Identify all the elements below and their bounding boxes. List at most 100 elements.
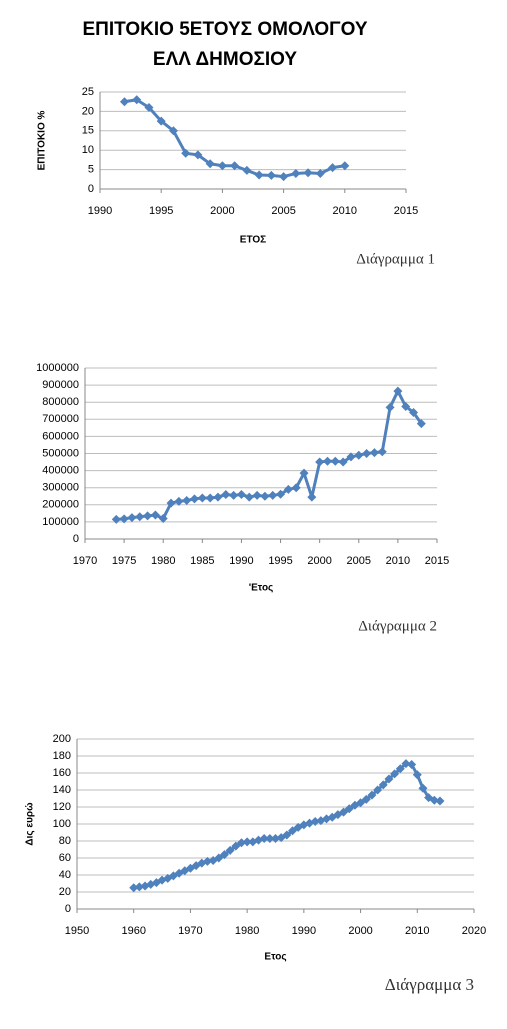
- x-tick-label: 2010: [386, 555, 410, 567]
- data-point: [129, 883, 139, 893]
- caption: Διάγραμμα 2: [358, 618, 437, 634]
- data-point: [268, 490, 278, 500]
- data-point: [181, 148, 191, 158]
- data-point: [168, 126, 178, 136]
- data-point: [346, 452, 356, 462]
- data-point: [174, 496, 184, 506]
- data-point: [288, 826, 298, 836]
- data-point: [143, 511, 153, 521]
- data-point: [259, 833, 269, 843]
- data-point: [283, 484, 293, 494]
- data-point: [390, 769, 400, 779]
- y-tick-label: 120: [53, 801, 71, 813]
- data-point: [166, 498, 176, 508]
- data-point: [190, 494, 200, 504]
- x-tick-label: 2010: [333, 205, 357, 217]
- y-tick-label: 100: [53, 818, 71, 830]
- data-point: [197, 493, 207, 503]
- data-point: [339, 807, 349, 817]
- data-point: [242, 165, 252, 175]
- data-point: [236, 490, 246, 500]
- data-point: [182, 496, 192, 506]
- data-point: [310, 816, 320, 826]
- x-tick-label: 2020: [462, 925, 486, 937]
- y-tick-label: 0: [65, 903, 71, 915]
- data-point: [135, 512, 145, 522]
- data-point: [254, 170, 264, 180]
- data-point: [134, 882, 144, 892]
- data-point: [315, 168, 325, 178]
- y-tick-label: 180: [53, 750, 71, 762]
- data-point: [373, 785, 383, 795]
- caption: Διάγραμμα 1: [356, 251, 435, 267]
- data-point: [418, 783, 428, 793]
- x-tick-label: 1995: [268, 555, 292, 567]
- data-point: [132, 95, 142, 105]
- y-tick-label: 500000: [42, 447, 79, 459]
- chart-title: ΕΛΛ ΔΗΜΟΣΙΟΥ: [153, 49, 298, 70]
- x-tick-label: 1995: [149, 205, 173, 217]
- data-point: [401, 401, 411, 411]
- data-point: [407, 760, 417, 769]
- y-tick-label: 400000: [42, 465, 79, 477]
- data-point: [158, 513, 168, 523]
- y-tick-label: 700000: [42, 413, 79, 425]
- y-axis-label: ΕΠΙΤΟΚΙΟ %: [37, 110, 48, 170]
- data-point: [291, 168, 301, 178]
- data-point: [282, 830, 292, 840]
- data-point: [266, 170, 276, 180]
- data-point: [221, 490, 231, 500]
- data-point: [219, 850, 229, 860]
- data-point: [150, 510, 160, 520]
- x-axis-label: ΕΤΟΣ: [240, 235, 266, 246]
- data-point: [369, 448, 379, 458]
- data-point: [193, 150, 203, 160]
- data-point: [242, 837, 252, 847]
- data-point: [385, 402, 395, 412]
- data-point: [307, 492, 317, 502]
- x-tick-label: 2000: [210, 205, 234, 217]
- y-tick-label: 20: [59, 886, 71, 898]
- data-point: [213, 492, 223, 502]
- x-tick-label: 1975: [112, 555, 136, 567]
- data-point: [435, 796, 445, 806]
- data-point: [231, 841, 241, 851]
- data-point: [119, 97, 129, 107]
- y-tick-label: 80: [59, 835, 71, 847]
- data-point: [236, 838, 246, 848]
- data-point: [429, 795, 439, 805]
- caption: Διάγραμμα 3: [385, 975, 474, 994]
- data-line: [133, 762, 441, 890]
- y-tick-label: 0: [73, 533, 79, 545]
- y-tick-label: 800000: [42, 396, 79, 408]
- x-tick-label: 2015: [394, 205, 418, 217]
- data-point: [111, 514, 121, 524]
- data-point: [393, 386, 403, 396]
- data-point: [401, 759, 411, 769]
- data-point: [119, 514, 129, 524]
- y-tick-label: 60: [59, 852, 71, 864]
- x-tick-label: 1960: [121, 925, 145, 937]
- y-tick-label: 0: [88, 183, 94, 195]
- x-axis-label: Ετος: [264, 952, 286, 963]
- data-point: [395, 764, 405, 774]
- data-point: [378, 780, 388, 790]
- x-tick-label: 2010: [405, 925, 429, 937]
- y-tick-label: 40: [59, 869, 71, 881]
- data-point: [291, 483, 301, 493]
- data-point: [338, 457, 348, 467]
- data-point: [156, 116, 166, 126]
- data-point: [328, 163, 338, 173]
- data-point: [356, 798, 366, 808]
- y-tick-label: 160: [53, 767, 71, 779]
- y-tick-label: 140: [53, 784, 71, 796]
- data-point: [299, 468, 309, 478]
- y-tick-label: 5: [88, 164, 94, 176]
- data-point: [361, 794, 371, 804]
- data-point: [127, 513, 137, 523]
- y-tick-label: 300000: [42, 482, 79, 494]
- chart-title: ΕΠΙΤΟΚΙΟ 5ΕΤΟΥΣ ΟΜΟΛΟΓΟΥ: [82, 19, 367, 40]
- y-tick-label: 900000: [42, 379, 79, 391]
- data-point: [416, 419, 426, 429]
